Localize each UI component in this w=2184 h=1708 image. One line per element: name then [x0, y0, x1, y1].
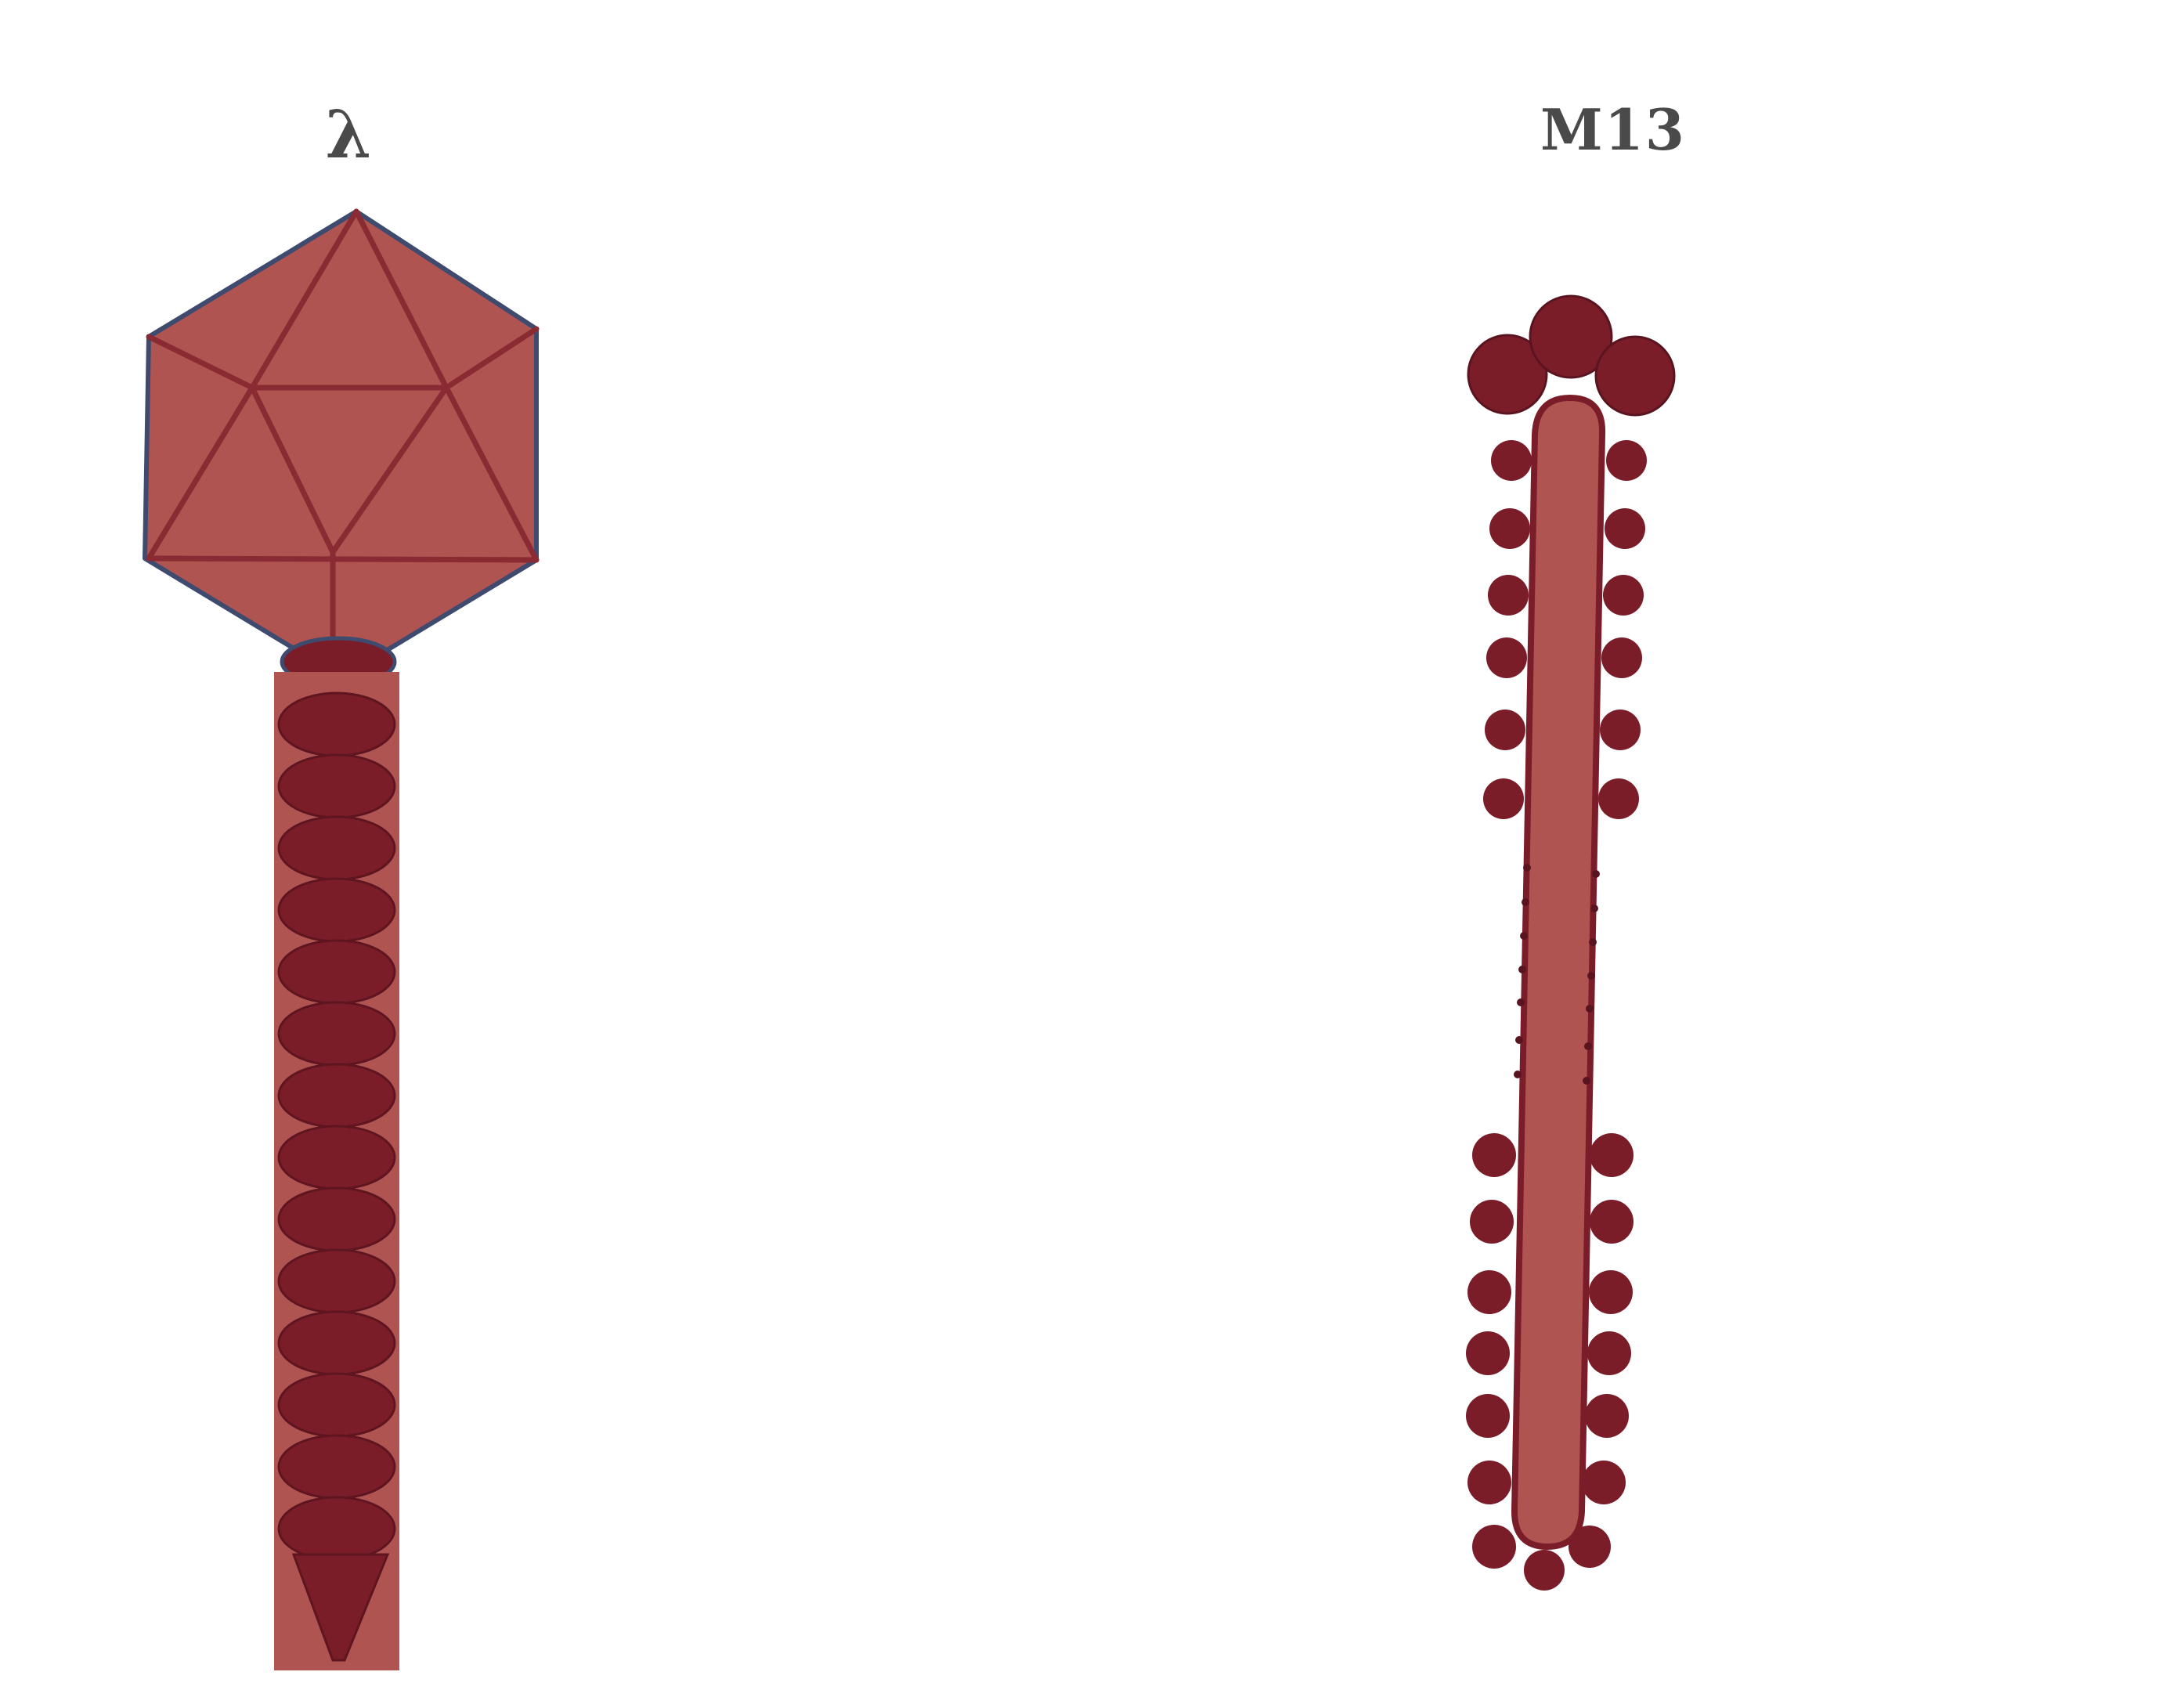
lambda-tail-ring	[277, 1186, 396, 1252]
m13-cap-protein	[1467, 334, 1548, 415]
m13-side-protein	[1467, 1461, 1511, 1504]
lambda-head-facet-line	[146, 555, 540, 563]
m13-side-protein	[1585, 1394, 1629, 1438]
m13-tip-protein	[1524, 1550, 1565, 1591]
lambda-tail-ring	[277, 1125, 396, 1190]
lambda-head-facet-line	[443, 385, 540, 563]
m13-dot	[1515, 1036, 1523, 1044]
m13-side-protein	[1600, 710, 1641, 750]
m13-dot	[1584, 1042, 1592, 1050]
lambda-tail-ring	[277, 1434, 396, 1500]
lambda-tail-ring	[277, 692, 396, 757]
m13-side-protein	[1485, 710, 1525, 750]
m13-side-protein	[1491, 440, 1532, 481]
lambda-head-facet-line	[146, 334, 255, 391]
lambda-head-facet-line	[249, 385, 336, 555]
m13-dot	[1589, 938, 1597, 946]
lambda-tail-spike	[291, 1553, 390, 1662]
m13-dot	[1520, 932, 1528, 940]
m13-side-protein	[1598, 778, 1639, 819]
m13-cap-protein	[1529, 294, 1613, 379]
m13-side-protein	[1582, 1461, 1626, 1504]
m13-phage	[1466, 294, 1676, 1591]
lambda-tail-ring	[277, 877, 396, 943]
m13-side-protein	[1489, 508, 1530, 549]
m13-dot	[1583, 1077, 1590, 1085]
lambda-label: λ	[325, 96, 372, 173]
m13-side-protein	[1467, 1270, 1511, 1314]
lambda-head-facet-line	[249, 208, 359, 391]
lambda-head-facet-line	[443, 326, 540, 391]
m13-dot	[1514, 1071, 1522, 1078]
m13-dot	[1517, 998, 1525, 1006]
lambda-head	[143, 209, 539, 660]
m13-side-protein	[1587, 1331, 1631, 1375]
m13-side-protein	[1601, 637, 1642, 678]
lambda-tail-ring	[277, 1496, 396, 1562]
m13-dot	[1590, 905, 1598, 912]
m13-side-protein	[1472, 1133, 1516, 1177]
m13-side-protein	[1488, 575, 1529, 616]
m13-side-protein	[1589, 1270, 1633, 1314]
lambda-tail-ring	[277, 939, 396, 1005]
lambda-tail-ring	[277, 1001, 396, 1067]
lambda-tail-ring	[277, 1063, 396, 1128]
m13-side-protein	[1606, 440, 1647, 481]
m13-side-protein	[1590, 1200, 1633, 1244]
lambda-tail-ring	[277, 1310, 396, 1376]
m13-dot	[1522, 898, 1529, 906]
m13-side-protein	[1470, 1200, 1514, 1244]
lambda-head-facet-line	[146, 385, 255, 562]
m13-filament	[1511, 395, 1606, 1550]
m13-side-protein	[1605, 508, 1645, 549]
m13-side-protein	[1590, 1133, 1633, 1177]
m13-tip-protein	[1472, 1525, 1516, 1569]
m13-side-protein	[1483, 778, 1524, 819]
m13-side-protein	[1603, 575, 1644, 616]
m13-dot	[1518, 966, 1526, 973]
m13-side-protein	[1466, 1394, 1510, 1438]
lambda-head-facet-line	[330, 385, 449, 555]
m13-side-protein	[1466, 1331, 1510, 1375]
m13-side-protein	[1486, 637, 1527, 678]
m13-dot	[1586, 1005, 1594, 1013]
lambda-head-facet-line	[353, 208, 449, 391]
lambda-tail-ring	[277, 1372, 396, 1438]
m13-dot	[1592, 870, 1600, 878]
m13-label: M13	[1540, 96, 1686, 163]
lambda-tail-ring	[277, 1248, 396, 1314]
m13-tip-protein	[1569, 1526, 1611, 1568]
lambda-phage	[143, 208, 540, 1670]
m13-dot	[1523, 864, 1531, 872]
lambda-tail-ring	[277, 753, 396, 819]
m13-dot	[1587, 972, 1595, 980]
lambda-tail-ring	[277, 815, 396, 881]
m13-cap-protein	[1594, 335, 1676, 417]
